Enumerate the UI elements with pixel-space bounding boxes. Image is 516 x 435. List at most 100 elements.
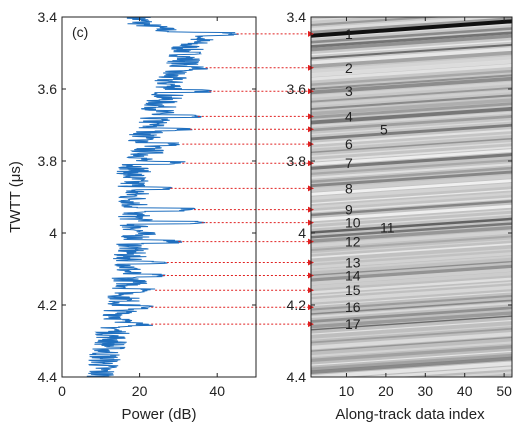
echogram-stripe (311, 222, 512, 239)
right-axes-frame (310, 16, 513, 378)
echogram-stripe (311, 50, 512, 69)
layer-number-label: 8 (345, 180, 353, 196)
y-tick-label: 4.2 (38, 297, 58, 313)
echogram-stripe (311, 63, 512, 81)
echogram-stripe (311, 200, 512, 217)
echogram-layers (311, 0, 512, 377)
echogram-stripe (311, 230, 512, 248)
y-tick-label: 4.4 (287, 369, 307, 385)
echogram-stripe (311, 76, 512, 95)
echogram-stripe (311, 17, 512, 35)
echogram-stripe (311, 291, 512, 307)
layer-number-label: 11 (380, 220, 395, 236)
echogram-stripe (311, 341, 512, 358)
echogram-stripe (311, 47, 512, 65)
x-tick-label: 40 (457, 383, 473, 399)
y-tick-label: 4.4 (38, 369, 58, 385)
y-tick-label: 3.6 (38, 81, 58, 97)
echogram-stripe (311, 183, 512, 201)
echogram-stripe (311, 336, 512, 352)
echogram-stripe (311, 239, 512, 255)
echogram-stripe (311, 43, 512, 60)
x-tick-label: 50 (496, 383, 512, 399)
layer-number-label: 14 (345, 267, 361, 283)
echogram-stripe (311, 213, 512, 229)
echogram-stripe (357, 366, 512, 377)
echogram-stripe (311, 179, 512, 196)
echogram-stripe (311, 59, 512, 78)
right-x-axis-label: Along-track data index (335, 406, 485, 423)
echogram-stripe (311, 281, 512, 297)
echogram-stripe (311, 133, 512, 149)
echogram-stripe (311, 361, 512, 377)
layer-number-label: 9 (345, 202, 353, 218)
echogram-stripe (311, 34, 512, 52)
layer-number-label: 2 (345, 60, 353, 76)
y-tick-label: 4 (49, 225, 57, 241)
left-x-ticks: 0 20 40 (58, 17, 225, 399)
echogram-stripe (311, 217, 512, 234)
layer-number-label: 6 (345, 136, 353, 152)
echogram-stripe (311, 268, 512, 286)
echogram-stripe (311, 192, 512, 209)
right-y-ticks: 3.4 3.6 3.8 4 4.2 4.4 (287, 9, 512, 385)
layer-number-label: 10 (345, 215, 361, 231)
echogram-stripe (311, 137, 512, 154)
echogram-stripe (311, 285, 512, 303)
layer-number-label: 13 (345, 255, 361, 271)
echogram-stripe (311, 111, 512, 128)
layer-number-label: 1 (345, 26, 353, 42)
echogram-stripe (311, 106, 512, 125)
echogram-stripe (311, 271, 512, 289)
layer-number-label: 3 (345, 83, 353, 99)
power-series-line (86, 17, 239, 377)
y-tick-label: 3.8 (38, 153, 58, 169)
echogram-stripe (311, 225, 512, 243)
echogram-stripe (311, 17, 335, 19)
echogram-stripe (311, 302, 512, 318)
echogram-stripe (311, 90, 512, 106)
echogram-stripe (311, 74, 512, 90)
echogram-stripe (311, 260, 512, 276)
echogram-stripe (311, 315, 512, 331)
echogram-stripe (311, 141, 512, 157)
echogram-stripe (311, 306, 512, 323)
right-x-ticks: 10 20 30 40 50 (339, 17, 512, 399)
echogram-stripe (429, 371, 512, 377)
echogram-stripe (311, 319, 512, 335)
x-tick-label: 0 (58, 383, 66, 399)
echogram-stripe (311, 81, 512, 99)
echogram-stripe (311, 311, 512, 329)
echogram-stripe (311, 255, 512, 272)
echogram-stripe (311, 40, 512, 56)
echogram-stripe (311, 294, 512, 311)
echogram-stripe (311, 204, 512, 222)
echogram-stripe (311, 98, 512, 116)
layer-number-label: 12 (345, 234, 361, 250)
layer-number-label: 7 (345, 155, 353, 171)
x-tick-label: 40 (209, 383, 225, 399)
echogram-stripe (311, 146, 512, 162)
echogram-stripe (311, 170, 512, 188)
layer-number-label: 15 (345, 282, 361, 298)
echogram-stripe (311, 0, 512, 8)
x-tick-label: 10 (339, 383, 355, 399)
echogram-stripe (311, 356, 512, 375)
echogram-stripe (311, 129, 512, 145)
x-tick-label: 30 (418, 383, 434, 399)
echogram-stripe (311, 252, 512, 269)
y-tick-label: 3.4 (38, 9, 58, 25)
echogram-stripe (311, 120, 512, 136)
echogram-stripe (311, 235, 512, 252)
echogram-stripe (311, 174, 512, 193)
echogram-stripe (311, 94, 512, 111)
y-tick-label: 3.8 (287, 153, 307, 169)
echogram-stripe (311, 197, 512, 213)
arrows-group (151, 30, 314, 328)
echogram-stripe (311, 17, 447, 27)
echogram-stripe (311, 350, 512, 366)
x-tick-label: 20 (132, 383, 148, 399)
